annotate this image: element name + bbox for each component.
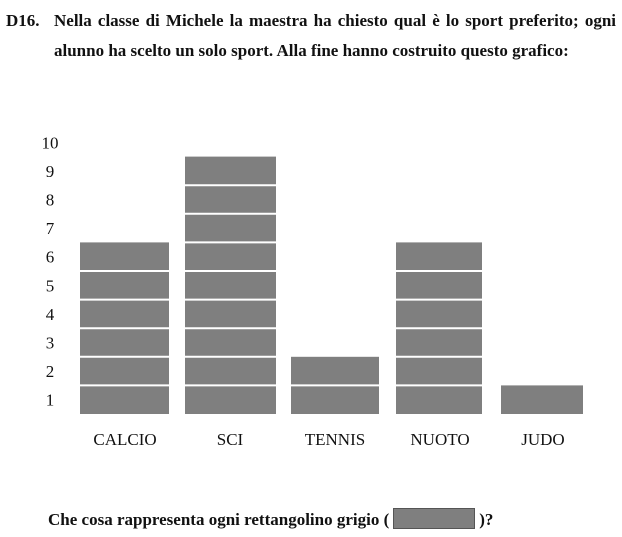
y-tick-label: 10	[42, 133, 59, 152]
question-text: Nella classe di Michele la maestra ha ch…	[54, 11, 616, 60]
y-tick-label: 3	[46, 334, 55, 353]
prompt-suffix: )?	[479, 510, 494, 529]
x-category-label: NUOTO	[410, 430, 469, 449]
y-tick-label: 2	[46, 362, 55, 381]
y-tick-label: 4	[46, 305, 55, 324]
x-category-label: JUDO	[521, 430, 564, 449]
bar-sci	[185, 156, 276, 414]
question-number: D16.	[6, 11, 40, 30]
bar-judo	[501, 385, 583, 414]
y-tick-label: 5	[46, 276, 55, 295]
x-category-label: TENNIS	[305, 430, 365, 449]
y-tick-label: 7	[46, 219, 55, 238]
y-tick-label: 8	[46, 191, 55, 210]
gray-rectangle-sample	[393, 508, 476, 529]
x-category-label: SCI	[217, 430, 244, 449]
prompt-prefix: Che cosa rappresenta ogni rettangolino g…	[48, 510, 390, 529]
y-tick-label: 6	[46, 248, 55, 267]
y-tick-label: 1	[46, 391, 55, 410]
y-tick-label: 9	[46, 162, 55, 181]
x-category-label: CALCIO	[93, 430, 156, 449]
question-prompt: Che cosa rappresenta ogni rettangolino g…	[48, 508, 493, 532]
